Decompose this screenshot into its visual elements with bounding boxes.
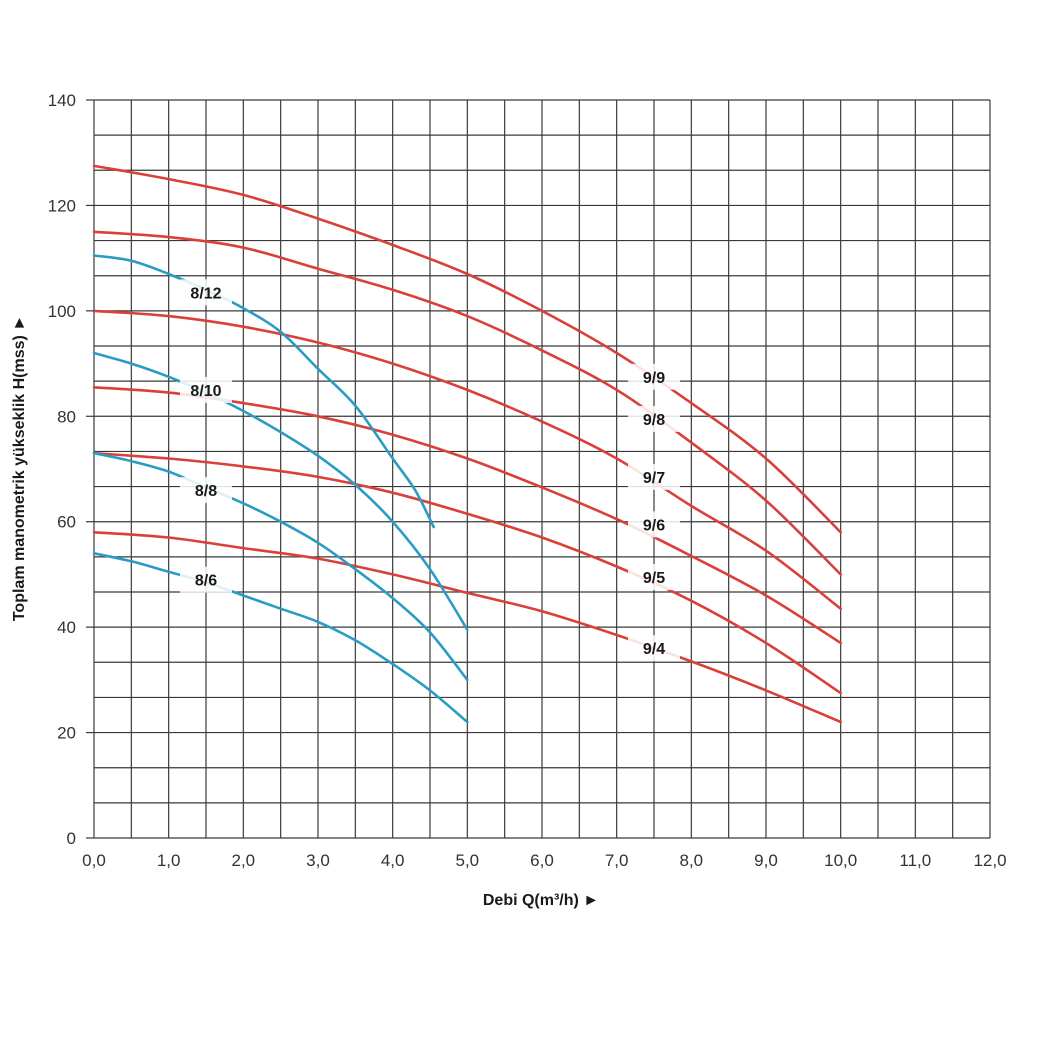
series-8-12-curve [92, 254, 435, 529]
series-9-9-label-bg [628, 363, 680, 390]
x-tick-label: 7,0 [605, 851, 629, 870]
series-9-8-curve [92, 230, 842, 576]
x-tick-label: 4,0 [381, 851, 405, 870]
x-tick-label: 2,0 [232, 851, 256, 870]
series-8-12-label-bg [180, 279, 232, 306]
x-tick-label: 1,0 [157, 851, 181, 870]
x-tick-label: 11,0 [899, 851, 931, 870]
x-tick-label: 3,0 [306, 851, 330, 870]
series-8-6-curve [92, 552, 469, 724]
series-9-7-label-bg [628, 463, 680, 490]
series-8-8-label-bg [180, 477, 232, 504]
y-tick-label: 80 [57, 407, 76, 426]
x-tick-label: 0,0 [82, 851, 106, 870]
series-8-12-label: 8/12 [190, 285, 221, 302]
series-8-8-curve [92, 451, 469, 682]
series-8-10-curve [92, 351, 469, 632]
series-8-6-label-bg [180, 566, 232, 593]
series-9-8-label-bg [628, 405, 680, 432]
grid [93, 99, 991, 839]
y-tick-label: 140 [48, 91, 76, 110]
series-9-5-label-bg [628, 564, 680, 591]
y-tick-label: 0 [67, 829, 76, 848]
series-9-9-label: 9/9 [643, 370, 665, 387]
y-axis-title: Toplam manometrik yükseklik H(mss) ► [11, 315, 28, 621]
series-8-10-label-bg [180, 376, 232, 403]
series-9-4-label-bg [628, 635, 680, 662]
series-9-4-label: 9/4 [643, 641, 665, 658]
x-tick-label: 5,0 [456, 851, 480, 870]
y-tick-label: 60 [57, 513, 76, 532]
curve-labels: 9/9 9/8 9/7 9/6 9/5 9/4 8/12 8/10 8/8 8/6 [180, 279, 680, 662]
series-9-7-label: 9/7 [643, 470, 665, 487]
series-9-9-curve [92, 164, 842, 534]
series-9-6-label-bg [628, 511, 680, 538]
y-tick-label: 100 [48, 302, 76, 321]
x-tick-label: 6,0 [530, 851, 554, 870]
y-tick-label: 20 [57, 724, 76, 743]
y-tick-label: 40 [57, 618, 76, 637]
x-tick-label: 9,0 [754, 851, 778, 870]
series-9-7-curve [92, 309, 842, 610]
series-9-8-label: 9/8 [643, 412, 665, 429]
performance-curves [92, 164, 842, 724]
x-tick-label: 8,0 [680, 851, 704, 870]
series-9-6-label: 9/6 [643, 517, 665, 534]
series-9-4-curve [92, 531, 842, 724]
axis-ticks: 0,0 1,0 2,0 3,0 4,0 5,0 6,0 7,0 8,0 9,0 10,0 11,0 12… [48, 91, 1007, 870]
series-8-6-label: 8/6 [195, 573, 217, 590]
x-axis-title: Debi Q(m³/h) ► [483, 892, 599, 909]
series-9-5-label: 9/5 [643, 570, 665, 587]
y-tick-label: 120 [48, 196, 76, 215]
series-9-5-curve [92, 451, 842, 695]
x-tick-label: 12,0 [973, 851, 1006, 870]
x-tick-label: 10,0 [824, 851, 857, 870]
series-8-10-label: 8/10 [190, 383, 221, 400]
series-8-8-label: 8/8 [195, 483, 217, 500]
